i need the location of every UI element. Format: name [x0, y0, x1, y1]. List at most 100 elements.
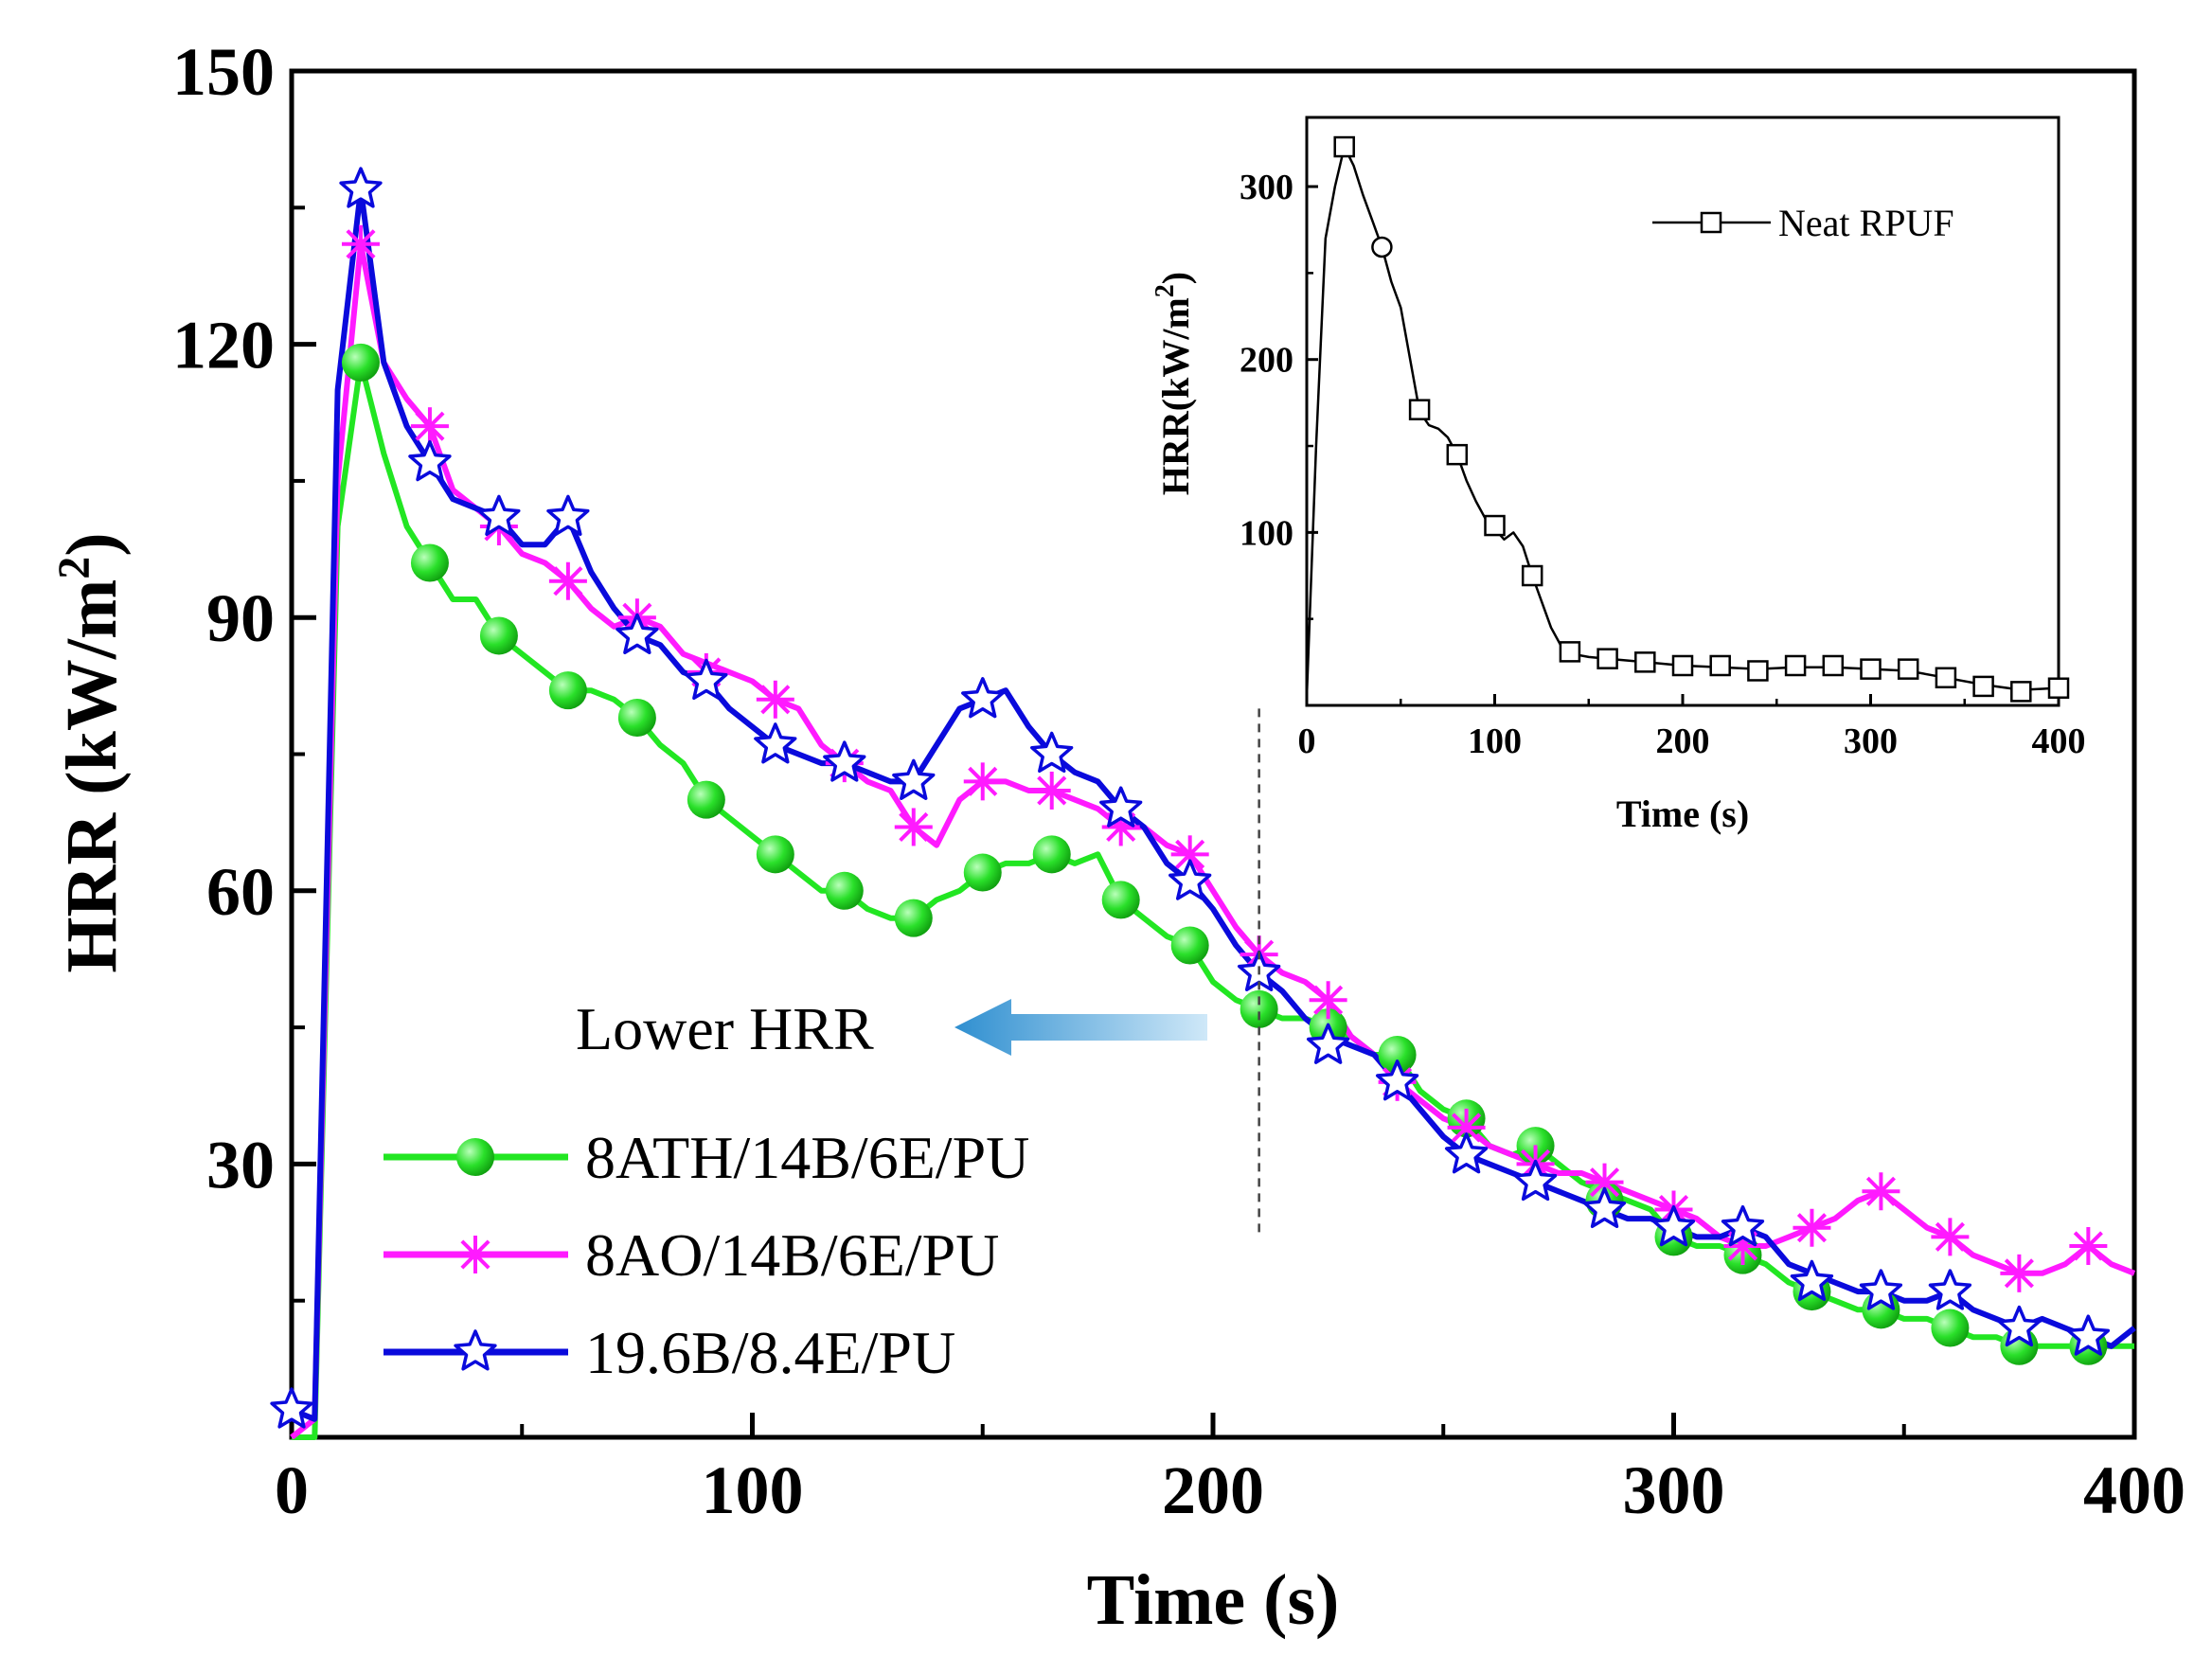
inset-series-group — [1305, 135, 2070, 703]
inset-y-axis-title: HRR(kW/m2) — [1151, 272, 1197, 495]
square-marker-point — [1634, 651, 1656, 673]
inset-y-tick-label: 200 — [1240, 341, 1293, 381]
main-y-axis-title-base: HRR (kW/m — [52, 579, 132, 973]
circle-marker-point — [1170, 926, 1209, 965]
inset-y-axis-title-sup: 2 — [1151, 284, 1180, 297]
star-marker-point — [1721, 1204, 1765, 1247]
star-marker-point — [408, 439, 452, 482]
asterisk-marker-point — [1931, 1218, 1970, 1256]
main-y-tick-label: 120 — [172, 308, 275, 383]
legend-label-ao: 8AO/14B/6E/PU — [585, 1221, 999, 1289]
circle-marker-point — [687, 780, 725, 819]
star-marker-point — [1306, 1023, 1350, 1064]
square-marker-point — [1671, 654, 1694, 677]
circle-marker-point — [410, 543, 449, 582]
square-marker-point — [1822, 654, 1845, 677]
inset-x-tick-label: 300 — [1844, 721, 1898, 761]
star-marker-point — [2066, 1314, 2111, 1356]
square-marker-point — [1747, 660, 1769, 682]
star-marker-point — [1168, 859, 1212, 900]
main-y-axis-title: HRR (kW/m2) — [49, 532, 132, 972]
asterisk-marker-point — [963, 762, 1002, 801]
legend-asterisk-marker-icon — [456, 1236, 494, 1273]
square-marker-point — [1784, 654, 1807, 677]
inset-y-tick-label: 300 — [1240, 168, 1293, 207]
main-x-axis-title: Time (s) — [1087, 1560, 1340, 1640]
legend-star-marker-icon — [454, 1329, 497, 1371]
star-marker-point — [1790, 1259, 1834, 1302]
asterisk-marker-point — [1585, 1163, 1624, 1202]
circle-marker-point — [1378, 1035, 1417, 1074]
star-marker-point — [961, 677, 1005, 719]
square-marker-point — [1897, 658, 1919, 680]
inset-y-axis-title-close: ) — [1154, 272, 1197, 284]
inset-x-tick-label: 0 — [1298, 721, 1316, 761]
circle-marker-point — [1032, 835, 1071, 874]
inset-ticks — [1305, 185, 2060, 705]
left-arrow-icon — [954, 999, 1207, 1056]
star-marker-point — [1859, 1269, 1903, 1310]
legend-entry-ath: 8ATH/14B/6E/PU — [384, 1124, 1029, 1191]
main-x-tick-label: 300 — [1623, 1452, 1725, 1528]
main-x-tick-label: 400 — [2083, 1452, 2185, 1528]
main-ticks — [289, 68, 2137, 1437]
circle-marker-point — [1240, 989, 1278, 1028]
star-marker-point — [1651, 1204, 1696, 1247]
asterisk-marker-point — [1032, 771, 1071, 810]
legend: 8ATH/14B/6E/PU 8AO/14B/6E/PU 19.6B/8.4E/… — [384, 1124, 1029, 1386]
inset-legend-square-marker-icon — [1700, 211, 1722, 234]
star-marker-point — [1928, 1269, 1972, 1310]
asterisk-marker-point — [2000, 1254, 2039, 1292]
main-y-axis-title-close: ) — [52, 532, 132, 556]
star-marker-point — [546, 494, 590, 536]
svg-text:HRR (kW/m2): HRR (kW/m2) — [49, 532, 132, 972]
circle-marker-point — [341, 343, 380, 382]
inset-tick-labels: 0 100 200 300 400 100 200 300 — [1240, 168, 2086, 761]
square-marker-point — [1446, 443, 1469, 466]
main-y-tick-label: 150 — [172, 34, 275, 110]
square-marker-point — [1972, 675, 1994, 698]
star-marker-point — [754, 722, 797, 764]
main-y-tick-label: 60 — [206, 854, 275, 930]
square-marker-point — [2047, 677, 2070, 699]
star-marker-point — [1099, 786, 1143, 828]
legend-label-b-e: 19.6B/8.4E/PU — [585, 1319, 955, 1386]
legend-asterisk-glyph — [456, 1236, 494, 1273]
star-marker-point — [1375, 1059, 1419, 1101]
legend-entry-b-e: 19.6B/8.4E/PU — [384, 1319, 955, 1386]
square-marker-point — [2010, 681, 2032, 703]
asterisk-marker-point — [341, 224, 380, 263]
star-marker-point — [270, 1387, 313, 1429]
star-marker-point — [685, 658, 728, 701]
legend-star-glyph — [454, 1329, 497, 1371]
square-marker-point — [1521, 564, 1543, 587]
legend-label-ath: 8ATH/14B/6E/PU — [585, 1124, 1029, 1191]
svg-text:HRR(kW/m2): HRR(kW/m2) — [1151, 272, 1197, 495]
square-marker-point — [1935, 667, 1957, 689]
circle-marker-point — [617, 699, 656, 738]
inset-x-tick-label: 200 — [1656, 721, 1710, 761]
series-markers-2 — [270, 167, 2111, 1429]
circle-marker-point — [1931, 1309, 1970, 1347]
square-marker-point — [1709, 654, 1731, 677]
star-marker-point — [339, 167, 383, 208]
asterisk-marker-point — [410, 407, 449, 446]
inset-plot-area — [1305, 116, 2060, 707]
legend-circle-marker-icon — [456, 1138, 494, 1176]
main-y-tick-label: 90 — [206, 580, 275, 656]
lower-hrr-label: Lower HRR — [576, 995, 874, 1062]
star-marker-point — [892, 758, 936, 800]
square-marker-point — [1484, 514, 1506, 537]
main-x-tick-label: 0 — [275, 1452, 309, 1528]
circle-marker-point — [1101, 881, 1140, 919]
star-marker-point — [1997, 1305, 2042, 1347]
series-line-1 — [290, 240, 2136, 1440]
main-y-axis-title-sup: 2 — [49, 557, 99, 579]
inset-y-axis-title-base: HRR(kW/m — [1154, 297, 1197, 495]
inset-y-tick-label: 100 — [1240, 513, 1293, 553]
inset-legend: Neat RPUF — [1652, 202, 1954, 244]
asterisk-marker-point — [548, 561, 587, 600]
inset-x-tick-label: 400 — [2032, 721, 2086, 761]
square-marker-point — [1559, 641, 1581, 663]
